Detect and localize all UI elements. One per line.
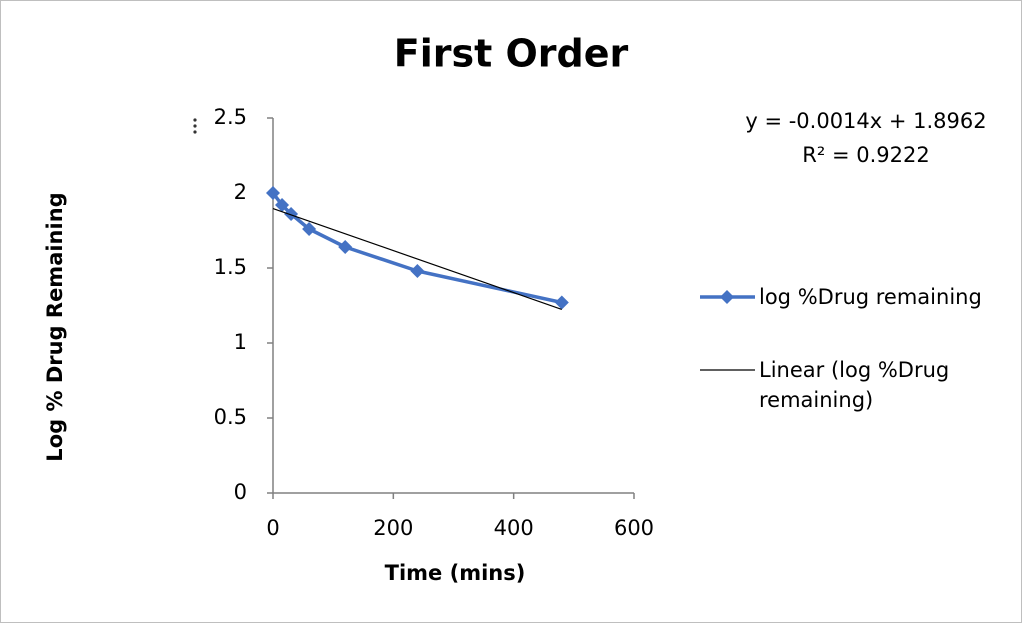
r-squared: R² = 0.9222 (802, 143, 929, 167)
trend-line (272, 208, 562, 310)
legend-label: log %Drug remaining (759, 285, 982, 309)
y-tick-label: 2 (234, 180, 247, 204)
menu-dot (193, 124, 197, 128)
menu-dot (193, 118, 197, 122)
x-axis-title: Time (mins) (385, 561, 526, 585)
y-tick-label: 1 (234, 330, 247, 354)
y-tick-label: 0.5 (214, 405, 247, 429)
legend-marker (720, 290, 734, 304)
equation: y = -0.0014x + 1.8962 (745, 109, 986, 133)
x-tick-label: 600 (614, 516, 654, 540)
y-tick-label: 2.5 (214, 105, 247, 129)
x-tick-label: 0 (266, 516, 279, 540)
data-point (338, 240, 353, 254)
chart-title: First Order (394, 32, 629, 76)
data-point (302, 222, 317, 236)
y-axis-title: Log % Drug Remaining (43, 192, 67, 461)
legend-label: Linear (log %Drug remaining) (759, 358, 950, 412)
x-tick-label: 200 (373, 516, 413, 540)
data-point (410, 264, 425, 278)
data-point (266, 186, 280, 200)
menu-dot (193, 130, 197, 134)
y-tick-label: 0 (234, 480, 247, 504)
data-point (275, 198, 290, 212)
x-tick-label: 400 (494, 516, 534, 540)
y-tick-label: 1.5 (214, 255, 247, 279)
data-point (554, 295, 569, 310)
data-point (284, 207, 299, 221)
